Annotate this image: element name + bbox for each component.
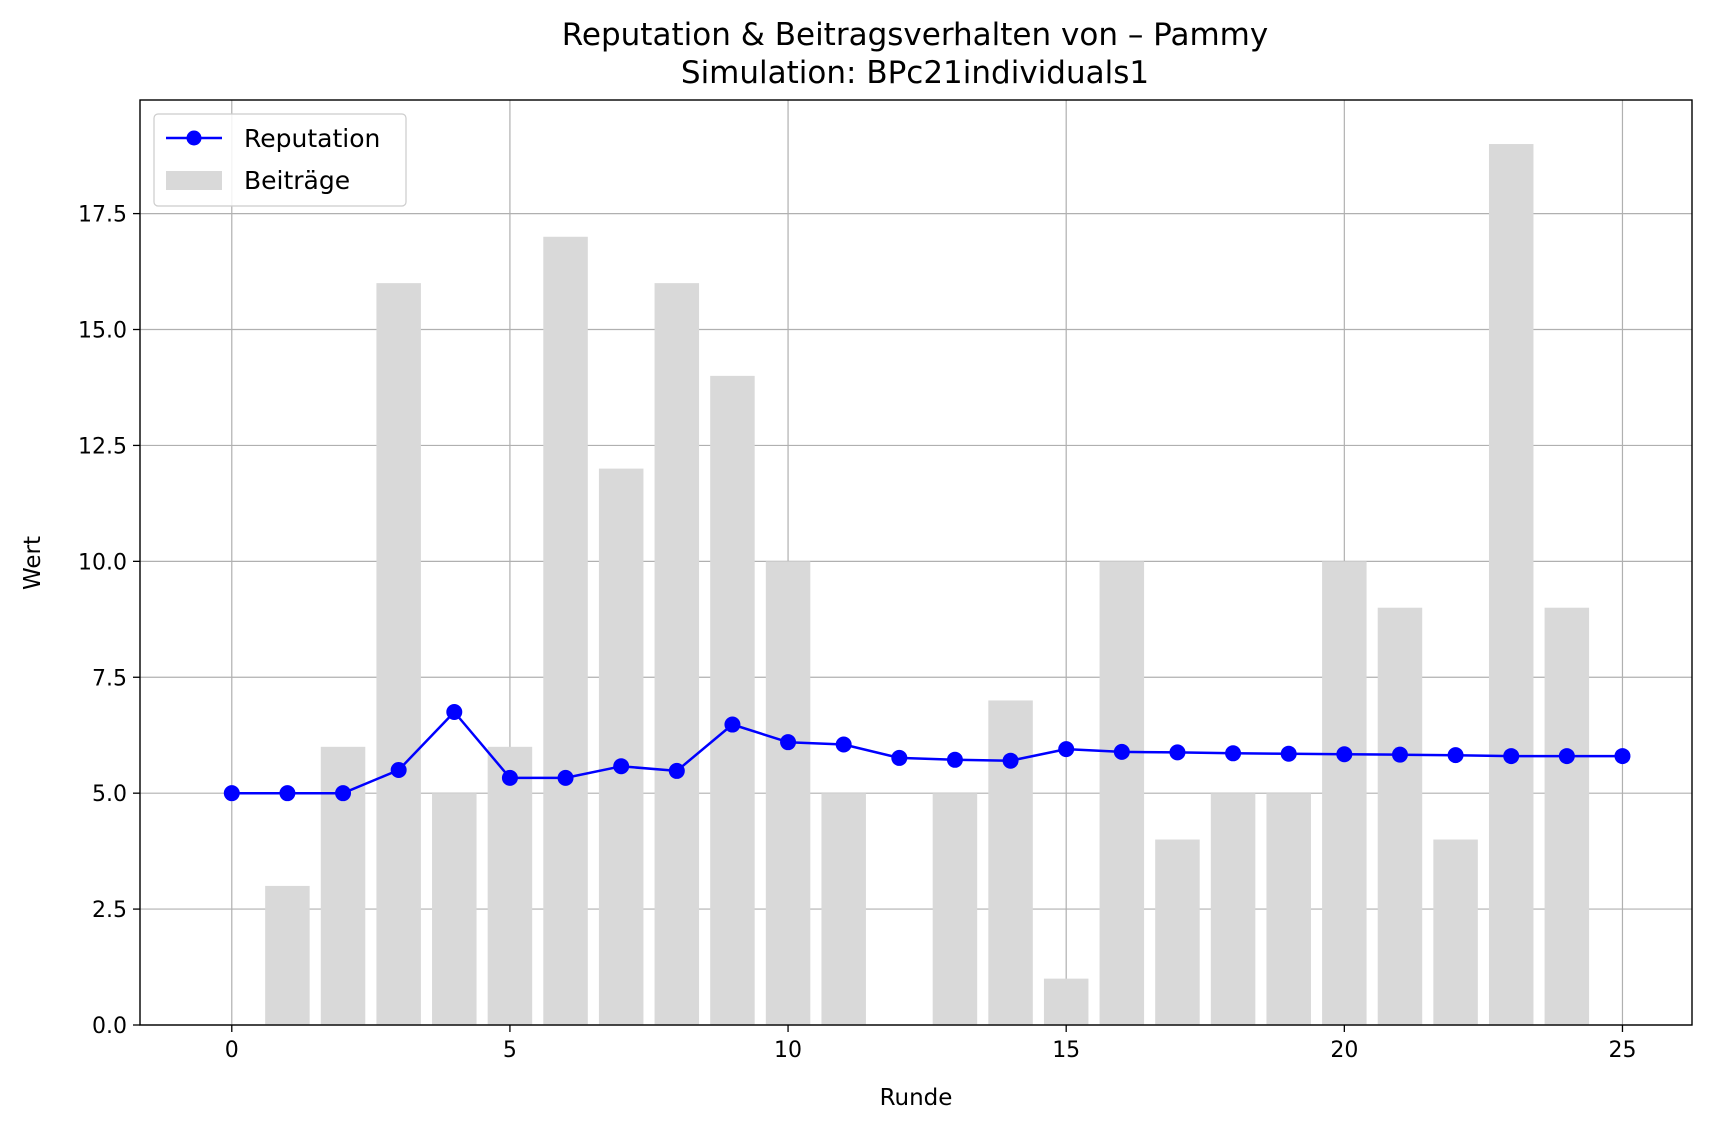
bar xyxy=(598,468,644,1025)
chart-subtitle: Simulation: BPc21individuals1 xyxy=(681,55,1149,91)
reputation-point xyxy=(1169,744,1186,761)
reputation-point xyxy=(946,751,963,768)
reputation-point xyxy=(1558,748,1575,765)
x-tick-label: 25 xyxy=(1608,1038,1636,1063)
y-tick-label: 5.0 xyxy=(92,782,127,807)
legend-label-beitraege: Beiträge xyxy=(244,166,350,195)
y-axis-ticks: 0.0 2.5 5.0 7.5 10.0 12.5 15.0 17.5 xyxy=(78,203,140,1039)
bar xyxy=(988,700,1033,1025)
x-tick-label: 10 xyxy=(774,1038,802,1063)
reputation-point xyxy=(390,761,407,778)
reputation-point xyxy=(335,785,352,802)
y-tick-label: 2.5 xyxy=(92,898,127,923)
legend: Reputation Beiträge xyxy=(153,113,407,207)
bar xyxy=(543,236,588,1026)
reputation-point xyxy=(835,736,852,753)
y-tick-label: 12.5 xyxy=(78,434,127,459)
bar xyxy=(1266,793,1311,1025)
reputation-point xyxy=(1391,746,1408,763)
x-axis-ticks: 0 5 10 15 20 25 xyxy=(225,1025,1636,1063)
reputation-point xyxy=(557,769,574,786)
y-tick-label: 0.0 xyxy=(92,1014,127,1039)
reputation-point xyxy=(1280,745,1297,762)
reputation-point xyxy=(501,769,518,786)
bar xyxy=(265,885,310,1025)
bar xyxy=(1099,561,1145,1025)
reputation-point xyxy=(223,785,240,802)
x-tick-label: 20 xyxy=(1330,1038,1358,1063)
bar xyxy=(1043,978,1089,1025)
reputation-point xyxy=(1002,752,1019,769)
bar-series xyxy=(265,144,1590,1026)
bar xyxy=(1322,561,1367,1025)
reputation-point xyxy=(668,762,685,779)
reputation-point xyxy=(1614,748,1631,765)
bar xyxy=(376,283,421,1025)
y-tick-label: 10.0 xyxy=(78,550,127,575)
x-axis-label: Runde xyxy=(880,1085,953,1111)
line-series xyxy=(223,704,1631,802)
plot-frame xyxy=(139,99,1693,1026)
reputation-point xyxy=(1503,748,1520,765)
chart-title: Reputation & Beitragsverhalten von – Pam… xyxy=(562,17,1268,53)
legend-marker-swatch xyxy=(186,130,202,146)
bar xyxy=(1377,607,1423,1025)
bar xyxy=(1433,839,1478,1025)
bar xyxy=(1544,607,1590,1025)
bar xyxy=(487,746,533,1025)
bar xyxy=(821,793,866,1025)
reputation-point xyxy=(891,749,908,766)
reputation-point xyxy=(1225,745,1242,762)
x-tick-label: 5 xyxy=(503,1038,517,1063)
bar xyxy=(1210,793,1256,1025)
reputation-point xyxy=(446,704,463,721)
reputation-point xyxy=(780,734,797,751)
bar xyxy=(432,793,477,1025)
reputation-point xyxy=(613,758,630,775)
y-tick-label: 15.0 xyxy=(78,319,127,344)
x-tick-label: 0 xyxy=(225,1038,239,1063)
x-tick-label: 15 xyxy=(1052,1038,1080,1063)
reputation-point xyxy=(724,716,741,733)
bar xyxy=(654,283,700,1025)
bar xyxy=(1155,839,1200,1025)
reputation-point xyxy=(1336,746,1353,763)
reputation-point xyxy=(1113,743,1130,760)
y-tick-label: 7.5 xyxy=(92,666,127,691)
bar xyxy=(1488,144,1534,1026)
bar xyxy=(765,561,811,1025)
reputation-point xyxy=(1058,741,1075,758)
legend-label-reputation: Reputation xyxy=(244,124,380,153)
bar xyxy=(710,375,755,1025)
reputation-line xyxy=(231,710,1623,795)
reputation-point xyxy=(1447,747,1464,764)
legend-bar-swatch xyxy=(166,171,222,190)
y-axis-label: Wert xyxy=(20,536,46,590)
bar xyxy=(932,793,978,1025)
reputation-point xyxy=(279,785,296,802)
y-tick-label: 17.5 xyxy=(78,203,127,228)
